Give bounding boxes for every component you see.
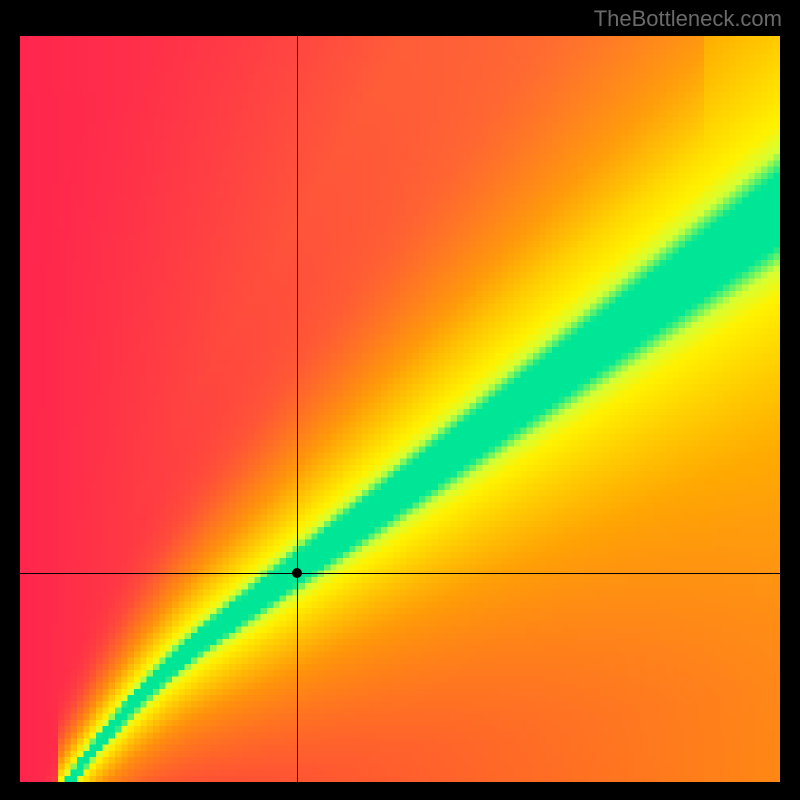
crosshair-horizontal-line xyxy=(20,573,780,574)
watermark-text: TheBottleneck.com xyxy=(594,6,782,32)
heatmap-plot xyxy=(20,36,780,782)
crosshair-vertical-line xyxy=(297,36,298,782)
heatmap-canvas xyxy=(20,36,780,782)
